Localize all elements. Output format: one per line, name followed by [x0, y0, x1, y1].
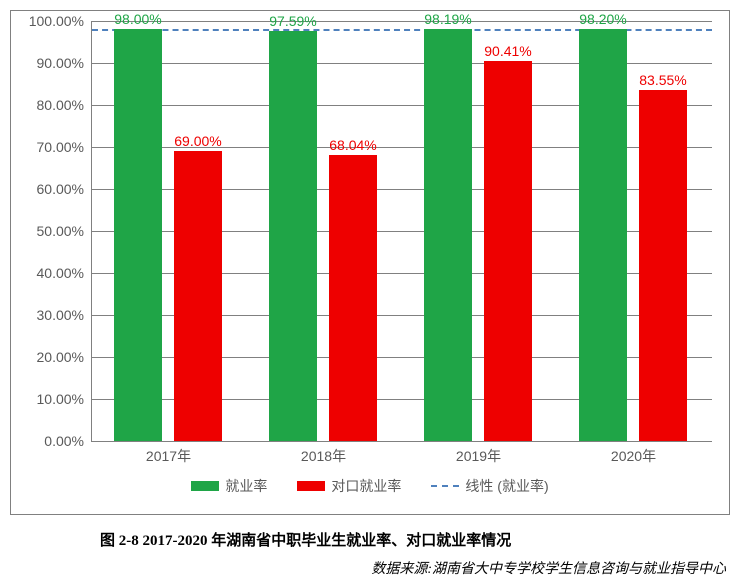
bar-employment	[269, 31, 317, 441]
figure-caption: 图 2-8 2017-2020 年湖南省中职毕业生就业率、对口就业率情况	[10, 529, 736, 550]
plot-area: 98.00%69.00%97.59%68.04%98.19%90.41%98.2…	[91, 21, 712, 442]
legend-item-series2: 对口就业率	[297, 476, 401, 496]
x-tick-label: 2020年	[556, 446, 711, 466]
bar-group: 98.19%90.41%	[402, 21, 557, 441]
bar-employment	[424, 29, 472, 441]
legend-swatch-trend	[431, 485, 459, 487]
bar-value-label: 68.04%	[313, 137, 393, 153]
legend-swatch-2	[297, 481, 325, 491]
legend-item-trend: 线性 (就业率)	[431, 476, 548, 496]
legend-swatch-1	[191, 481, 219, 491]
y-tick-label: 90.00%	[14, 55, 84, 71]
bar-employment	[579, 29, 627, 441]
x-tick-label: 2019年	[401, 446, 556, 466]
bar-employment	[114, 29, 162, 441]
bar-value-label: 69.00%	[158, 133, 238, 149]
legend-label-2: 对口就业率	[331, 476, 401, 496]
chart-container: 98.00%69.00%97.59%68.04%98.19%90.41%98.2…	[10, 10, 730, 515]
bar-value-label: 98.19%	[408, 11, 488, 27]
bar-value-label: 90.41%	[468, 43, 548, 59]
bar-group: 97.59%68.04%	[247, 21, 402, 441]
y-tick-label: 0.00%	[14, 433, 84, 449]
y-tick-label: 70.00%	[14, 139, 84, 155]
bar-value-label: 83.55%	[623, 72, 703, 88]
y-tick-label: 60.00%	[14, 181, 84, 197]
bar-value-label: 98.00%	[98, 11, 178, 27]
bar-matched	[484, 61, 532, 441]
legend: 就业率 对口就业率 线性 (就业率)	[11, 476, 729, 496]
x-tick-label: 2017年	[91, 446, 246, 466]
y-tick-label: 20.00%	[14, 349, 84, 365]
bar-matched	[329, 155, 377, 441]
legend-item-series1: 就业率	[191, 476, 267, 496]
y-tick-label: 100.00%	[14, 13, 84, 29]
bar-group: 98.20%83.55%	[557, 21, 712, 441]
data-source: 数据来源:湖南省大中专学校学生信息咨询与就业指导中心	[10, 558, 736, 578]
x-tick-label: 2018年	[246, 446, 401, 466]
bar-group: 98.00%69.00%	[92, 21, 247, 441]
bar-matched	[639, 90, 687, 441]
y-tick-label: 80.00%	[14, 97, 84, 113]
legend-label-trend: 线性 (就业率)	[465, 476, 548, 496]
y-tick-label: 50.00%	[14, 223, 84, 239]
y-tick-label: 40.00%	[14, 265, 84, 281]
y-tick-label: 10.00%	[14, 391, 84, 407]
bar-value-label: 98.20%	[563, 11, 643, 27]
bar-value-label: 97.59%	[253, 13, 333, 29]
y-tick-label: 30.00%	[14, 307, 84, 323]
legend-label-1: 就业率	[225, 476, 267, 496]
bar-matched	[174, 151, 222, 441]
